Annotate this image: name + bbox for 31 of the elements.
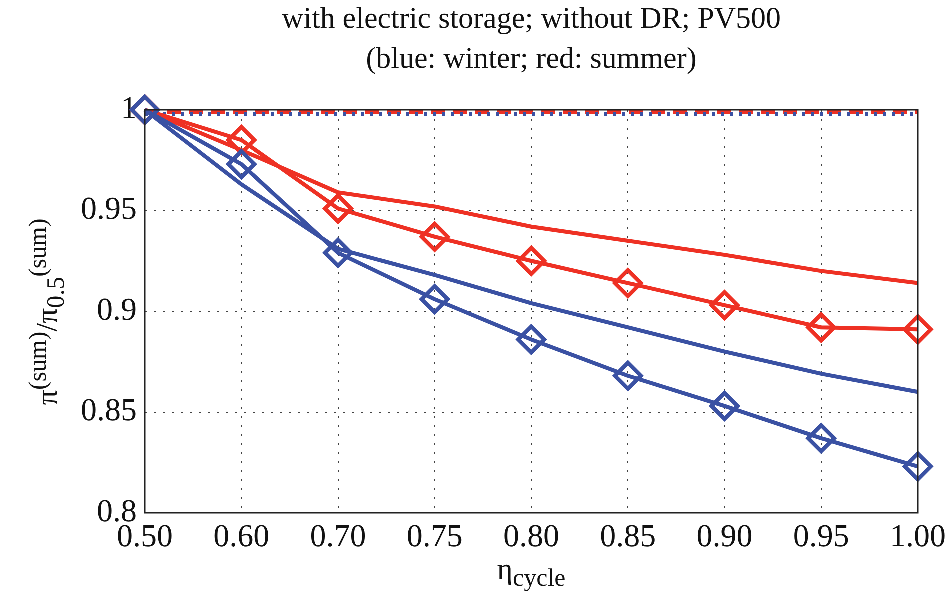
x-tick-label: 0.90 bbox=[696, 518, 753, 554]
point bbox=[710, 391, 740, 422]
x-tick-label: 0.80 bbox=[504, 518, 560, 554]
point bbox=[806, 423, 836, 454]
point bbox=[516, 246, 546, 276]
point bbox=[226, 125, 257, 156]
x-tick-label: 0.75 bbox=[406, 518, 463, 554]
x-tick-label: 1.00 bbox=[890, 518, 946, 554]
point bbox=[806, 312, 836, 343]
x-tick-label: 0.70 bbox=[310, 518, 366, 554]
point bbox=[420, 284, 450, 314]
chart-subtitle: (blue: winter; red: summer) bbox=[365, 42, 698, 76]
x-tick-label: 0.85 bbox=[600, 518, 656, 554]
point bbox=[613, 360, 644, 391]
chart-title: with electric storage; without DR; PV500 bbox=[280, 2, 782, 36]
point bbox=[226, 149, 257, 180]
y-tick-label: 1 bbox=[121, 89, 137, 126]
point bbox=[420, 222, 450, 252]
point bbox=[323, 238, 354, 268]
x-axis-title: η$_{cycle}$ bbox=[496, 553, 567, 593]
point bbox=[710, 290, 740, 320]
x-tick-label: 0.95 bbox=[793, 518, 850, 554]
y-tick-label: 0.95 bbox=[81, 190, 137, 226]
y-tick-label: 0.85 bbox=[81, 392, 137, 428]
point bbox=[903, 452, 933, 482]
point bbox=[516, 324, 546, 355]
x-tick-label: 0.60 bbox=[214, 518, 270, 554]
point bbox=[613, 268, 644, 298]
point bbox=[323, 194, 354, 224]
y-tick-label: 0.9 bbox=[97, 290, 137, 327]
point bbox=[903, 314, 933, 345]
